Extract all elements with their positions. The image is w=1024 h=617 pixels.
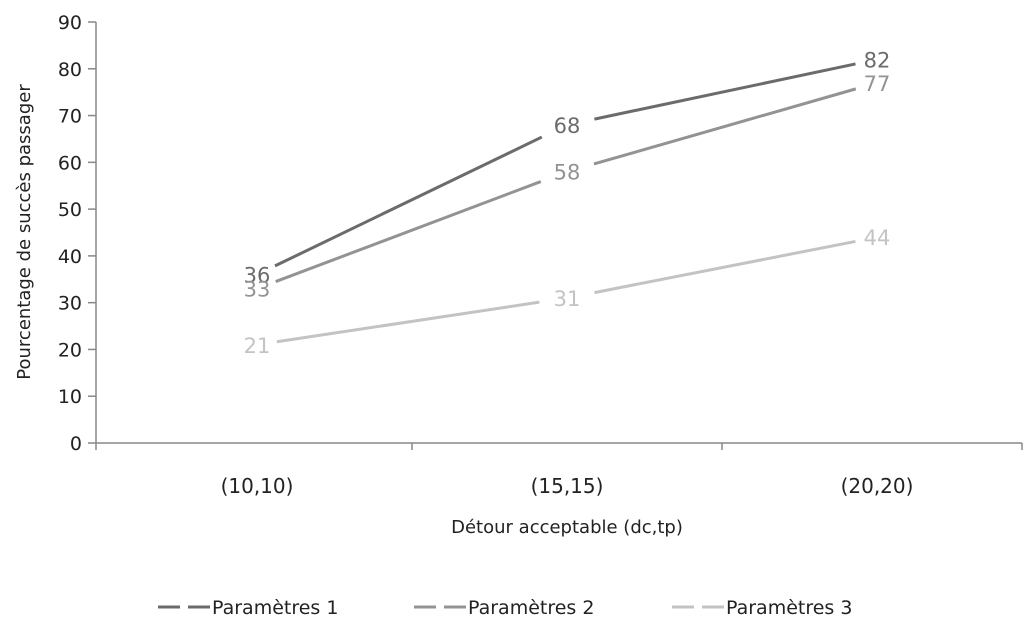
y-tick-label: 60 (58, 152, 82, 174)
series-line-segment (274, 135, 543, 268)
legend-label: Paramètres 2 (468, 597, 594, 617)
legend-label: Paramètres 1 (212, 597, 338, 617)
data-label: 44 (864, 226, 891, 250)
data-label: 58 (554, 161, 581, 185)
series-lines (274, 62, 857, 344)
y-tick-label: 50 (58, 199, 82, 221)
x-ticks: (10,10) (15,15) (20,20) (95, 443, 1023, 498)
data-label: 33 (244, 278, 271, 302)
x-axis-title: Détour acceptable (dc,tp) (451, 517, 683, 538)
legend-label: Paramètres 3 (726, 597, 852, 617)
y-tick-label: 70 (58, 106, 82, 128)
legend-item: Paramètres 1 (158, 597, 338, 617)
series-line-segment (594, 239, 856, 295)
y-tick-label: 0 (70, 433, 82, 455)
x-tick-label: (20,20) (841, 474, 914, 498)
y-axis: 0 10 20 30 40 50 60 70 80 90 Pourcentage de succè… (14, 12, 97, 455)
y-tick-label: 90 (58, 12, 82, 34)
legend-item: Paramètres 3 (672, 597, 852, 617)
y-tick-label: 10 (58, 386, 82, 408)
data-label: 31 (554, 287, 581, 311)
x-axis: (10,10) (15,15) (20,20) Détour acceptable … (95, 442, 1023, 538)
x-tick-label: (10,10) (221, 474, 294, 498)
data-labels: 36 68 82 33 58 77 21 31 44 (244, 48, 891, 357)
legend: Paramètres 1 Paramètres 2 Paramètres 3 (158, 597, 852, 617)
y-tick-label: 30 (58, 293, 82, 315)
data-label: 77 (864, 72, 891, 96)
series-line-segment (276, 300, 540, 344)
y-tick-label: 80 (58, 59, 82, 81)
series-line-segment (593, 87, 857, 166)
series-line-segment (275, 180, 542, 283)
y-axis-title: Pourcentage de succès passager (14, 84, 35, 380)
y-ticks: 0 10 20 30 40 50 60 70 80 90 (58, 12, 96, 455)
data-label: 21 (244, 334, 271, 358)
y-tick-label: 40 (58, 246, 82, 268)
x-tick-label: (15,15) (531, 474, 604, 498)
data-label: 82 (864, 48, 891, 72)
data-label: 68 (554, 114, 581, 138)
y-tick-label: 20 (58, 339, 82, 361)
data-label: 36 (244, 264, 271, 288)
series-line-segment (594, 62, 856, 121)
legend-item: Paramètres 2 (414, 597, 594, 617)
